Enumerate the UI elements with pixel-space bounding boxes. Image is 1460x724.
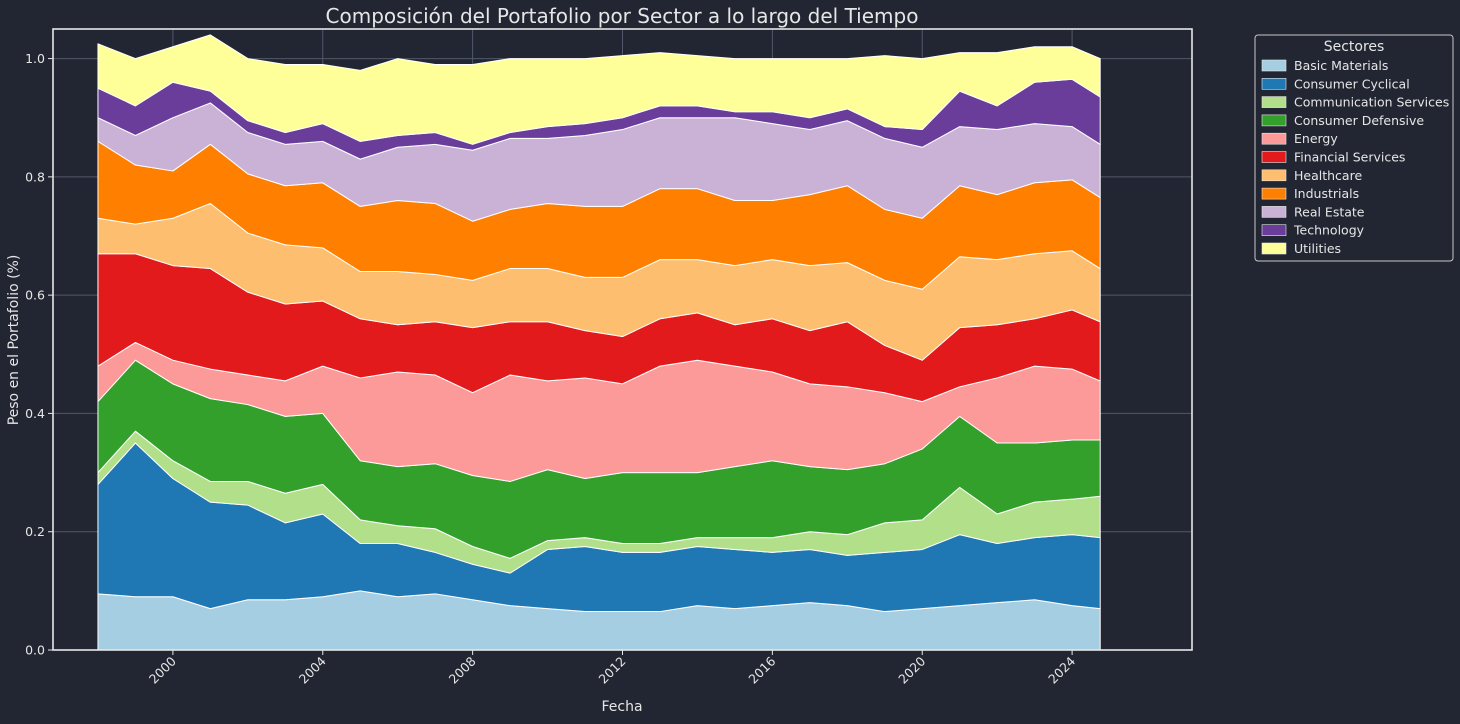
legend-label: Consumer Defensive bbox=[1294, 113, 1424, 128]
legend-label: Industrials bbox=[1294, 186, 1359, 201]
legend-swatch bbox=[1261, 78, 1287, 90]
legend-label: Financial Services bbox=[1294, 150, 1405, 165]
x-tick-label: 2008 bbox=[446, 653, 479, 686]
x-tick-layer: 2000 2004 2008 2012 2016 2020 2024 bbox=[146, 650, 1078, 687]
legend-label: Utilities bbox=[1294, 241, 1341, 256]
legend-label: Energy bbox=[1294, 131, 1338, 146]
x-axis-label: Fecha bbox=[601, 699, 642, 715]
legend-swatch bbox=[1261, 96, 1287, 108]
y-axis-label: Peso en el Portafolio (%) bbox=[6, 255, 22, 426]
legend-items: Basic Materials Consumer Cyclical Communic… bbox=[1261, 58, 1449, 256]
x-tick-label: 2000 bbox=[146, 653, 179, 686]
legend-swatch bbox=[1261, 187, 1287, 200]
legend-frame bbox=[1254, 34, 1454, 262]
legend-title: Sectores bbox=[1324, 39, 1385, 55]
y-tick-label: 0.2 bbox=[25, 524, 45, 539]
legend: Sectores Basic Materials Consumer Cyclica… bbox=[1254, 34, 1454, 262]
area-layer bbox=[97, 34, 1101, 651]
legend-swatch bbox=[1261, 114, 1287, 127]
legend-swatch bbox=[1261, 224, 1287, 236]
legend-swatch bbox=[1261, 132, 1287, 145]
y-tick-label: 0.6 bbox=[25, 288, 45, 303]
legend-swatch bbox=[1261, 169, 1287, 182]
x-tick-label: 2024 bbox=[1045, 653, 1078, 686]
legend-label: Consumer Cyclical bbox=[1294, 76, 1410, 91]
y-tick-label: 0.4 bbox=[25, 406, 45, 421]
y-tick-label: 0.0 bbox=[25, 643, 45, 658]
x-tick-label: 2012 bbox=[596, 654, 629, 687]
y-tick-layer: 0.0 0.2 0.4 0.6 0.8 1.0 bbox=[25, 51, 53, 658]
legend-label: Technology bbox=[1293, 223, 1365, 238]
legend-swatch bbox=[1261, 151, 1287, 163]
y-tick-label: 0.8 bbox=[25, 169, 45, 184]
chart-title: Composición del Portafolio por Sector a … bbox=[326, 4, 919, 28]
legend-label: Basic Materials bbox=[1294, 58, 1388, 73]
legend-swatch bbox=[1261, 206, 1287, 218]
legend-label: Communication Services bbox=[1294, 95, 1449, 110]
area-utilities bbox=[97, 34, 1101, 145]
legend-swatch bbox=[1261, 59, 1287, 72]
y-tick-label: 1.0 bbox=[25, 51, 45, 66]
x-tick-label: 2016 bbox=[745, 653, 778, 686]
x-tick-label: 2020 bbox=[895, 653, 928, 686]
x-tick-label: 2004 bbox=[296, 653, 329, 686]
legend-label: Healthcare bbox=[1294, 168, 1362, 183]
legend-swatch bbox=[1261, 242, 1287, 255]
legend-label: Real Estate bbox=[1294, 204, 1365, 219]
